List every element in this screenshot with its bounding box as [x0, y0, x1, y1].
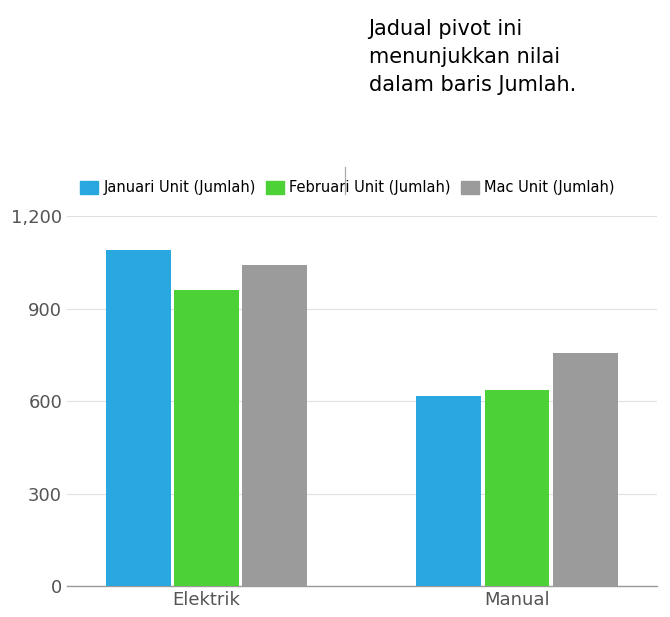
Bar	[174, 290, 239, 586]
Bar	[484, 391, 549, 586]
Bar	[416, 397, 481, 586]
Legend: Januari Unit (Jumlah), Februari Unit (Jumlah), Mac Unit (Jumlah): Januari Unit (Jumlah), Februari Unit (Ju…	[74, 175, 620, 201]
Bar	[106, 250, 171, 586]
Bar	[553, 353, 618, 586]
Bar	[243, 265, 308, 586]
Text: Jadual pivot ini
menunjukkan nilai
dalam baris Jumlah.: Jadual pivot ini menunjukkan nilai dalam…	[369, 19, 576, 94]
